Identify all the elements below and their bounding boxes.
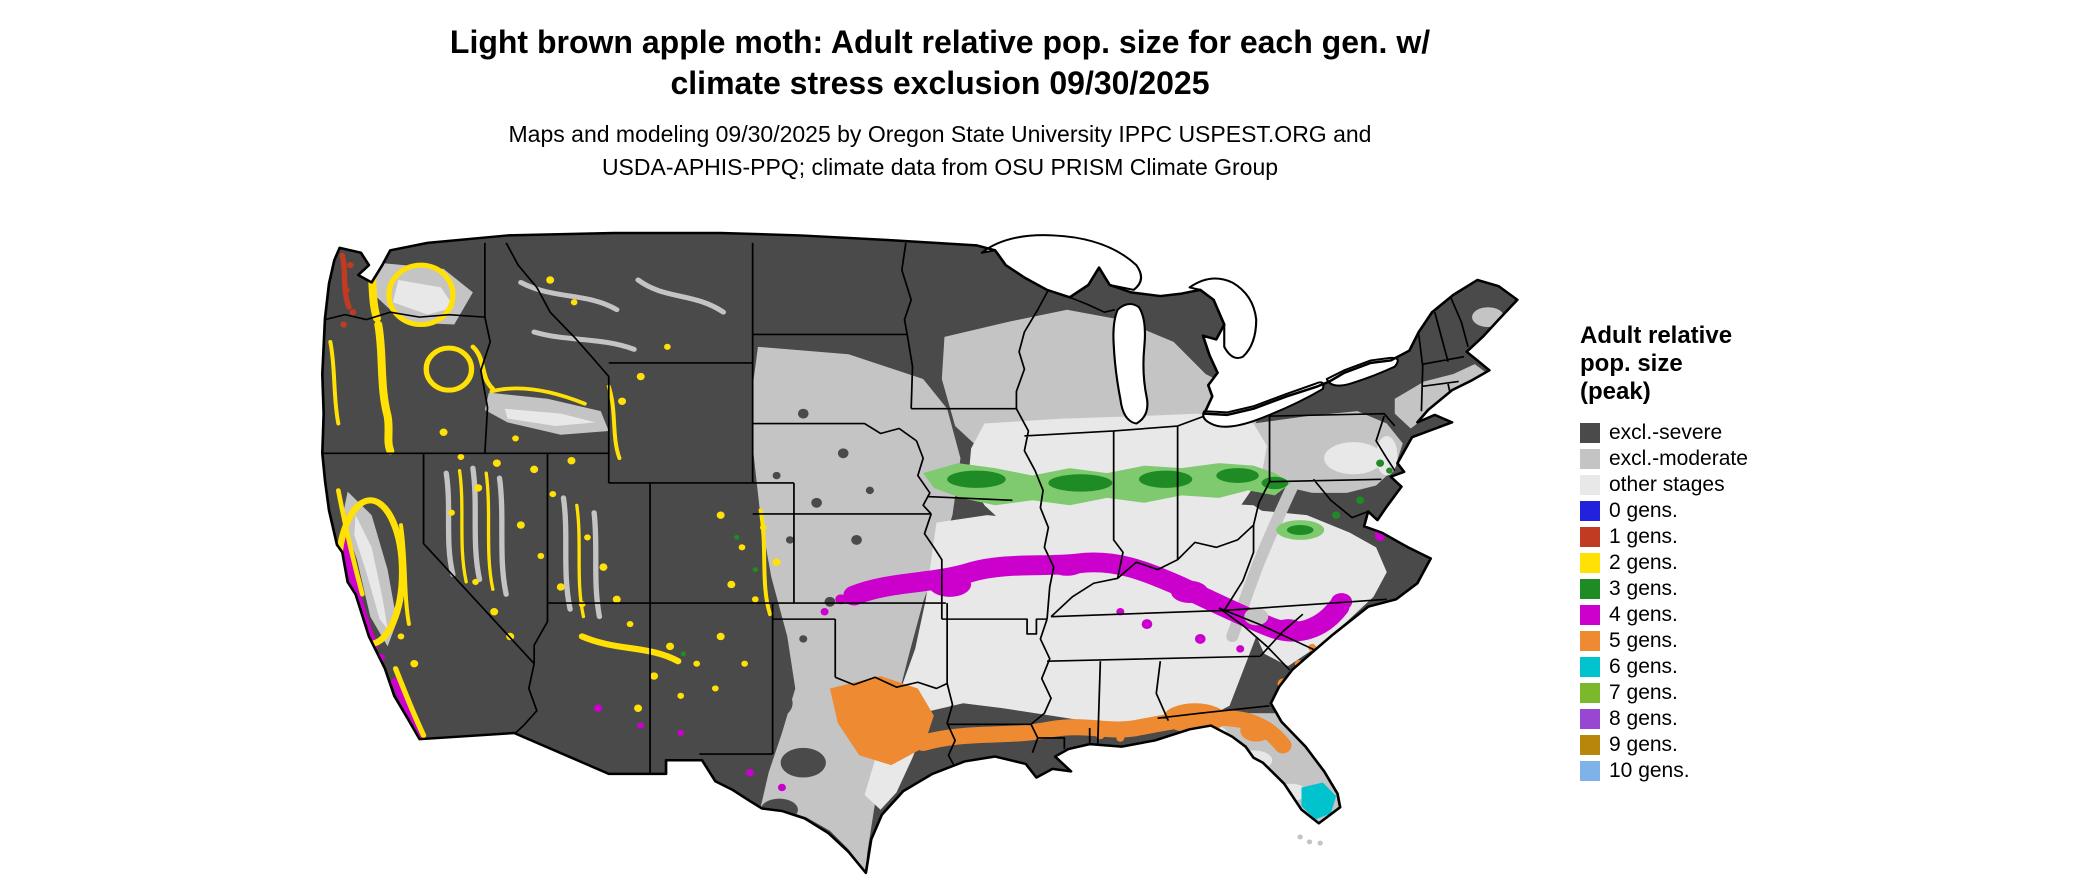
legend-item: 7 gens. (1580, 680, 1840, 706)
map-layer-1-gens (339, 252, 1514, 346)
legend-item: other stages (1580, 472, 1840, 498)
legend-swatch (1580, 449, 1600, 469)
legend-swatch (1580, 553, 1600, 573)
legend-item-label: 1 gens. (1609, 525, 1678, 548)
legend-item: 1 gens. (1580, 524, 1840, 550)
legend-item: 2 gens. (1580, 550, 1840, 576)
lake-michigan (1112, 303, 1149, 425)
legend-item-label: 8 gens. (1609, 707, 1678, 730)
legend-item-label: 6 gens. (1609, 655, 1678, 678)
us-generation-map (321, 228, 1520, 884)
legend-title: Adult relative pop. size (peak) (1580, 322, 1840, 406)
legend-title-line2: pop. size (1580, 350, 1683, 377)
legend-item: 3 gens. (1580, 576, 1840, 602)
legend-swatch (1580, 423, 1600, 443)
legend-item: 5 gens. (1580, 628, 1840, 654)
legend-item-label: 4 gens. (1609, 603, 1678, 626)
us-outline (321, 231, 1519, 875)
florida-keys (1297, 834, 1323, 846)
legend-item-label: 0 gens. (1609, 499, 1678, 522)
map-layer-2-gens-dots (397, 276, 1441, 712)
legend-swatch (1580, 761, 1600, 781)
legend-swatch (1580, 709, 1600, 729)
legend-title-line3: (peak) (1580, 378, 1651, 405)
map-title: Light brown apple moth: Adult relative p… (0, 22, 1880, 104)
legend-swatch (1580, 735, 1600, 755)
legend-item-label: excl.-moderate (1609, 447, 1748, 470)
map-layer-dark-texture (707, 408, 874, 821)
legend-item: excl.-moderate (1580, 446, 1840, 472)
legend-swatch (1580, 527, 1600, 547)
legend: Adult relative pop. size (peak) excl.-se… (1580, 322, 1840, 784)
legend-item-label: excl.-severe (1609, 421, 1723, 444)
legend-item: 6 gens. (1580, 654, 1840, 680)
legend-swatch (1580, 631, 1600, 651)
legend-swatch (1580, 657, 1600, 677)
legend-item-label: 10 gens. (1609, 759, 1690, 782)
legend-item: 4 gens. (1580, 602, 1840, 628)
map-title-line1: Light brown apple moth: Adult relative p… (449, 24, 1431, 60)
map-layer-2-gens (328, 245, 772, 738)
map-subtitle-line2: USDA-APHIS-PPQ; climate data from OSU PR… (601, 154, 1279, 180)
us-map-svg (321, 231, 1519, 875)
map-subtitle: Maps and modeling 09/30/2025 by Oregon S… (0, 118, 1880, 184)
legend-item-label: 2 gens. (1609, 551, 1678, 574)
legend-item-label: 7 gens. (1609, 681, 1678, 704)
legend-swatch (1580, 579, 1600, 599)
legend-items: excl.-severe excl.-moderate other stages 0 … (1580, 420, 1840, 784)
legend-title-line1: Adult relative (1580, 322, 1733, 349)
legend-item: 8 gens. (1580, 706, 1840, 732)
map-title-line2: climate stress exclusion 09/30/2025 (670, 65, 1210, 101)
legend-item: excl.-severe (1580, 420, 1840, 446)
legend-item-label: 5 gens. (1609, 629, 1678, 652)
map-subtitle-line1: Maps and modeling 09/30/2025 by Oregon S… (508, 121, 1372, 147)
map-layer-5-gens (829, 643, 1317, 766)
legend-swatch (1580, 605, 1600, 625)
legend-item-label: 3 gens. (1609, 577, 1678, 600)
legend-swatch (1580, 475, 1600, 495)
legend-item: 0 gens. (1580, 498, 1840, 524)
legend-item-label: other stages (1609, 473, 1725, 496)
legend-swatch (1580, 683, 1600, 703)
legend-item-label: 9 gens. (1609, 733, 1678, 756)
state-borders (322, 242, 1469, 774)
legend-item: 10 gens. (1580, 758, 1840, 784)
legend-item: 9 gens. (1580, 732, 1840, 758)
legend-swatch (1580, 501, 1600, 521)
